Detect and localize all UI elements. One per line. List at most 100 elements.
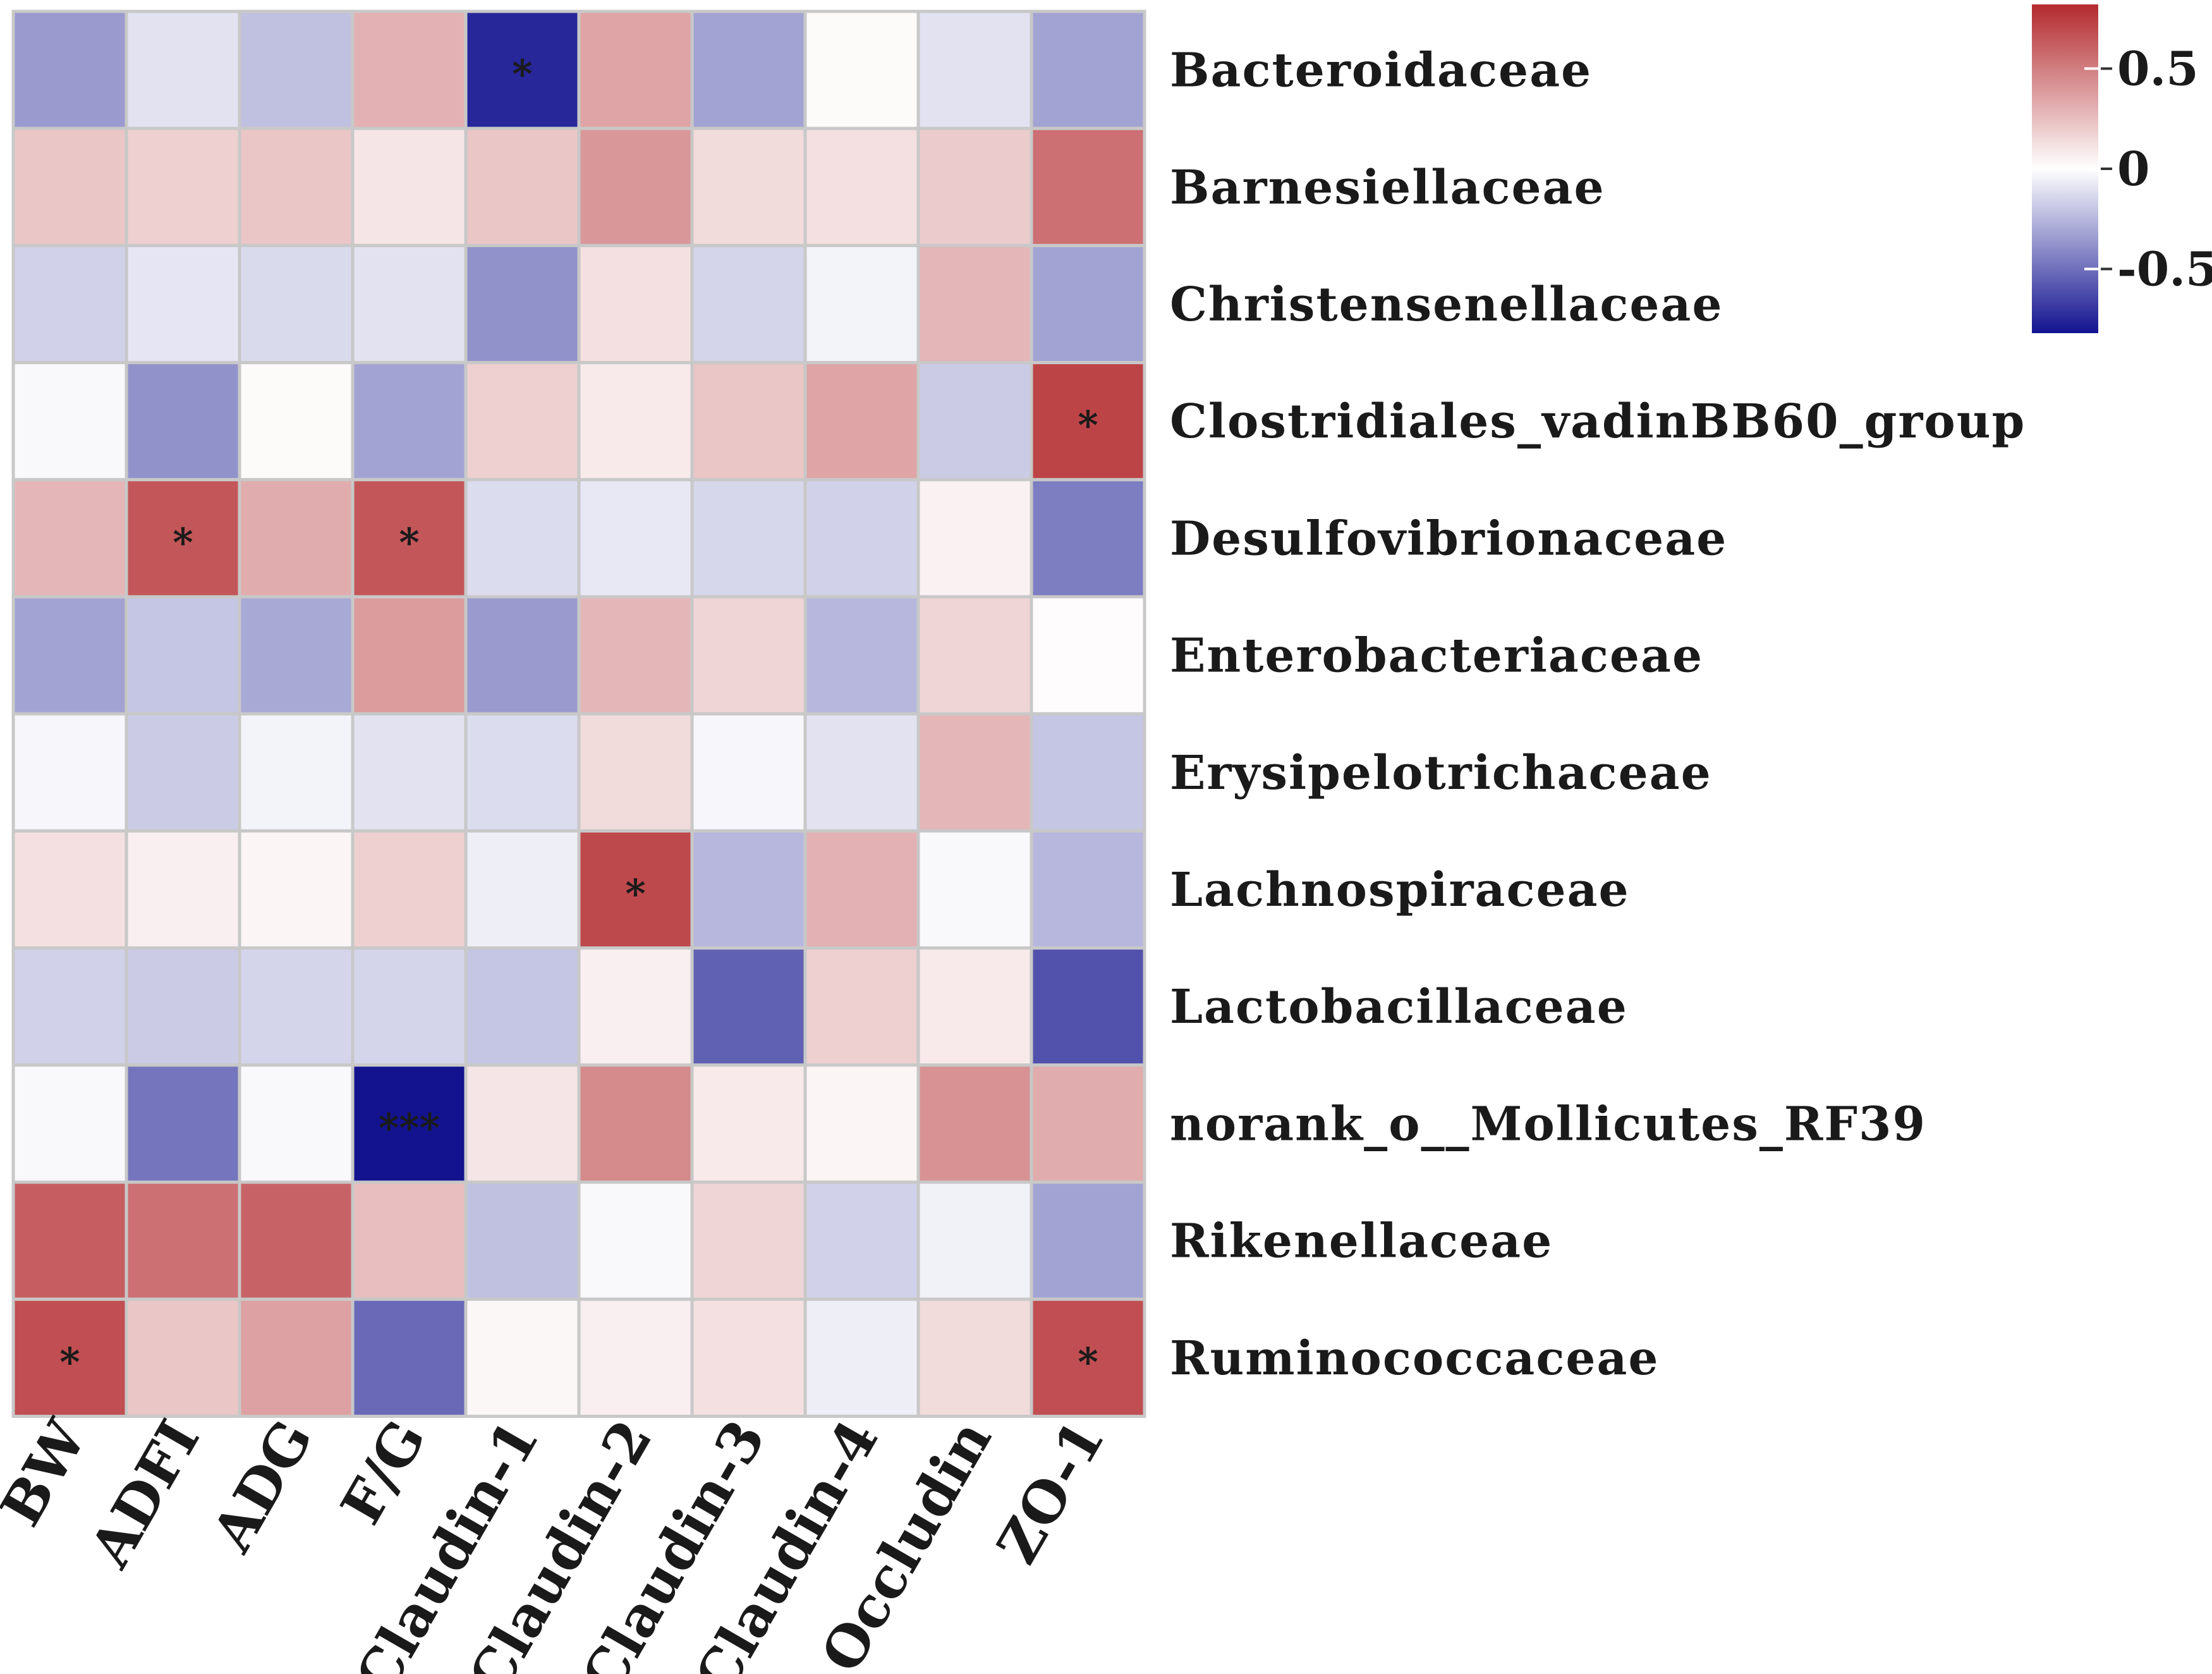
significance-marker: *	[173, 519, 193, 565]
significance-marker: ***	[379, 1104, 440, 1151]
row-labels: Bacteroidaceae Barnesiellaceae Christensen…	[1170, 44, 2026, 1386]
significance-marker: *	[59, 1339, 80, 1385]
heatmap-cell	[351, 126, 468, 247]
heatmap-cell	[125, 595, 241, 716]
heatmap-cell	[916, 1063, 1033, 1184]
heatmap-cells	[11, 9, 1146, 1418]
heatmap-cell	[238, 9, 355, 130]
colorbar-tick-label: -0.5	[2117, 243, 2212, 297]
significance-marker: *	[1078, 1339, 1098, 1385]
heatmap-cell	[803, 595, 920, 716]
heatmap-cell	[1030, 361, 1146, 482]
heatmap-cell	[464, 595, 581, 716]
heatmap-cell	[690, 829, 807, 950]
heatmap-cell	[125, 126, 241, 247]
heatmap-cell	[916, 478, 1033, 599]
row-label: Ruminococcaceae	[1170, 1331, 1660, 1386]
heatmap-cell	[690, 1063, 807, 1184]
heatmap-cell	[803, 1297, 920, 1418]
heatmap-cell	[690, 1180, 807, 1301]
heatmap-cell	[11, 1180, 128, 1301]
heatmap-cell	[351, 361, 468, 482]
heatmap-cell	[916, 243, 1033, 365]
heatmap-cell	[1030, 126, 1146, 247]
heatmap-cell	[577, 946, 694, 1067]
heatmap-cell	[351, 712, 468, 833]
heatmap-cell	[916, 1297, 1033, 1418]
heatmap-cell	[351, 1063, 468, 1184]
heatmap-cell	[238, 1297, 355, 1418]
heatmap-cell	[464, 126, 581, 247]
heatmap-cell	[1030, 595, 1146, 716]
significance-markers: *** ****** *	[59, 51, 1098, 1385]
column-label: BW	[0, 1408, 99, 1537]
colorbar-tick-label: 0.5	[2117, 42, 2199, 96]
column-label: ZO-1	[984, 1409, 1117, 1574]
heatmap-cell	[1030, 946, 1146, 1067]
heatmap-cell	[11, 478, 128, 599]
heatmap-cell	[125, 361, 241, 482]
row-label: Bacteroidaceae	[1170, 44, 1592, 98]
heatmap-cell	[690, 595, 807, 716]
heatmap-cell	[690, 946, 807, 1067]
heatmap-cell	[803, 829, 920, 950]
heatmap-cell	[690, 361, 807, 482]
heatmap-cell	[916, 829, 1033, 950]
heatmap-cell	[577, 9, 694, 130]
heatmap-cell	[464, 243, 581, 365]
heatmap-cell	[11, 712, 128, 833]
heatmap-cell	[464, 478, 581, 599]
row-label: Barnesiellaceae	[1170, 161, 1605, 215]
row-label: norank_o__Mollicutes_RF39	[1170, 1097, 1926, 1151]
heatmap-cell	[11, 126, 128, 247]
heatmap-cell	[803, 126, 920, 247]
heatmap-cell	[351, 1297, 468, 1418]
heatmap-cell	[1030, 1297, 1146, 1418]
heatmap-cell	[11, 595, 128, 716]
heatmap-cell	[916, 9, 1033, 130]
heatmap-cell	[238, 478, 355, 599]
heatmap-cell	[916, 1180, 1033, 1301]
heatmap-cell	[803, 712, 920, 833]
heatmap-cell	[803, 946, 920, 1067]
heatmap-cell	[351, 1180, 468, 1301]
heatmap-cell	[690, 1297, 807, 1418]
row-label: Christensenellaceae	[1170, 278, 1723, 332]
heatmap-cell	[690, 243, 807, 365]
row-label: Rikenellaceae	[1170, 1214, 1553, 1269]
row-label: Erysipelotrichaceae	[1170, 746, 1712, 800]
row-label: Enterobacteriaceae	[1170, 629, 1703, 683]
colorbar-ticks: 0.5 0 -0.5	[2084, 42, 2212, 297]
heatmap-cell	[1030, 9, 1146, 130]
heatmap-cell	[577, 361, 694, 482]
heatmap-cell	[11, 1063, 128, 1184]
heatmap-cell	[464, 946, 581, 1067]
heatmap-cell	[803, 1063, 920, 1184]
heatmap-cell	[238, 946, 355, 1067]
row-label: Lactobacillaceae	[1170, 980, 1628, 1034]
column-label: ADFI	[76, 1409, 212, 1579]
heatmap-cell	[577, 126, 694, 247]
heatmap-cell	[803, 478, 920, 599]
row-label: Clostridiales_vadinBB60_group	[1170, 394, 2026, 449]
heatmap-cell	[238, 595, 355, 716]
heatmap-cell	[464, 9, 581, 130]
heatmap-cell	[125, 243, 241, 365]
heatmap-cell	[351, 243, 468, 365]
significance-marker: *	[625, 871, 645, 917]
heatmap-cell	[803, 9, 920, 130]
heatmap-cell	[238, 126, 355, 247]
heatmap-cell	[125, 829, 241, 950]
row-label: Lachnospiraceae	[1170, 863, 1630, 917]
significance-marker: *	[1078, 402, 1098, 448]
colorbar: 0.5 0 -0.5	[2032, 4, 2212, 333]
heatmap-cell	[577, 1297, 694, 1418]
heatmap-cell	[351, 946, 468, 1067]
heatmap-cell	[1030, 829, 1146, 950]
column-label: F/G	[328, 1409, 439, 1535]
heatmap-cell	[803, 361, 920, 482]
heatmap-cell	[351, 595, 468, 716]
heatmap-cell	[1030, 712, 1146, 833]
